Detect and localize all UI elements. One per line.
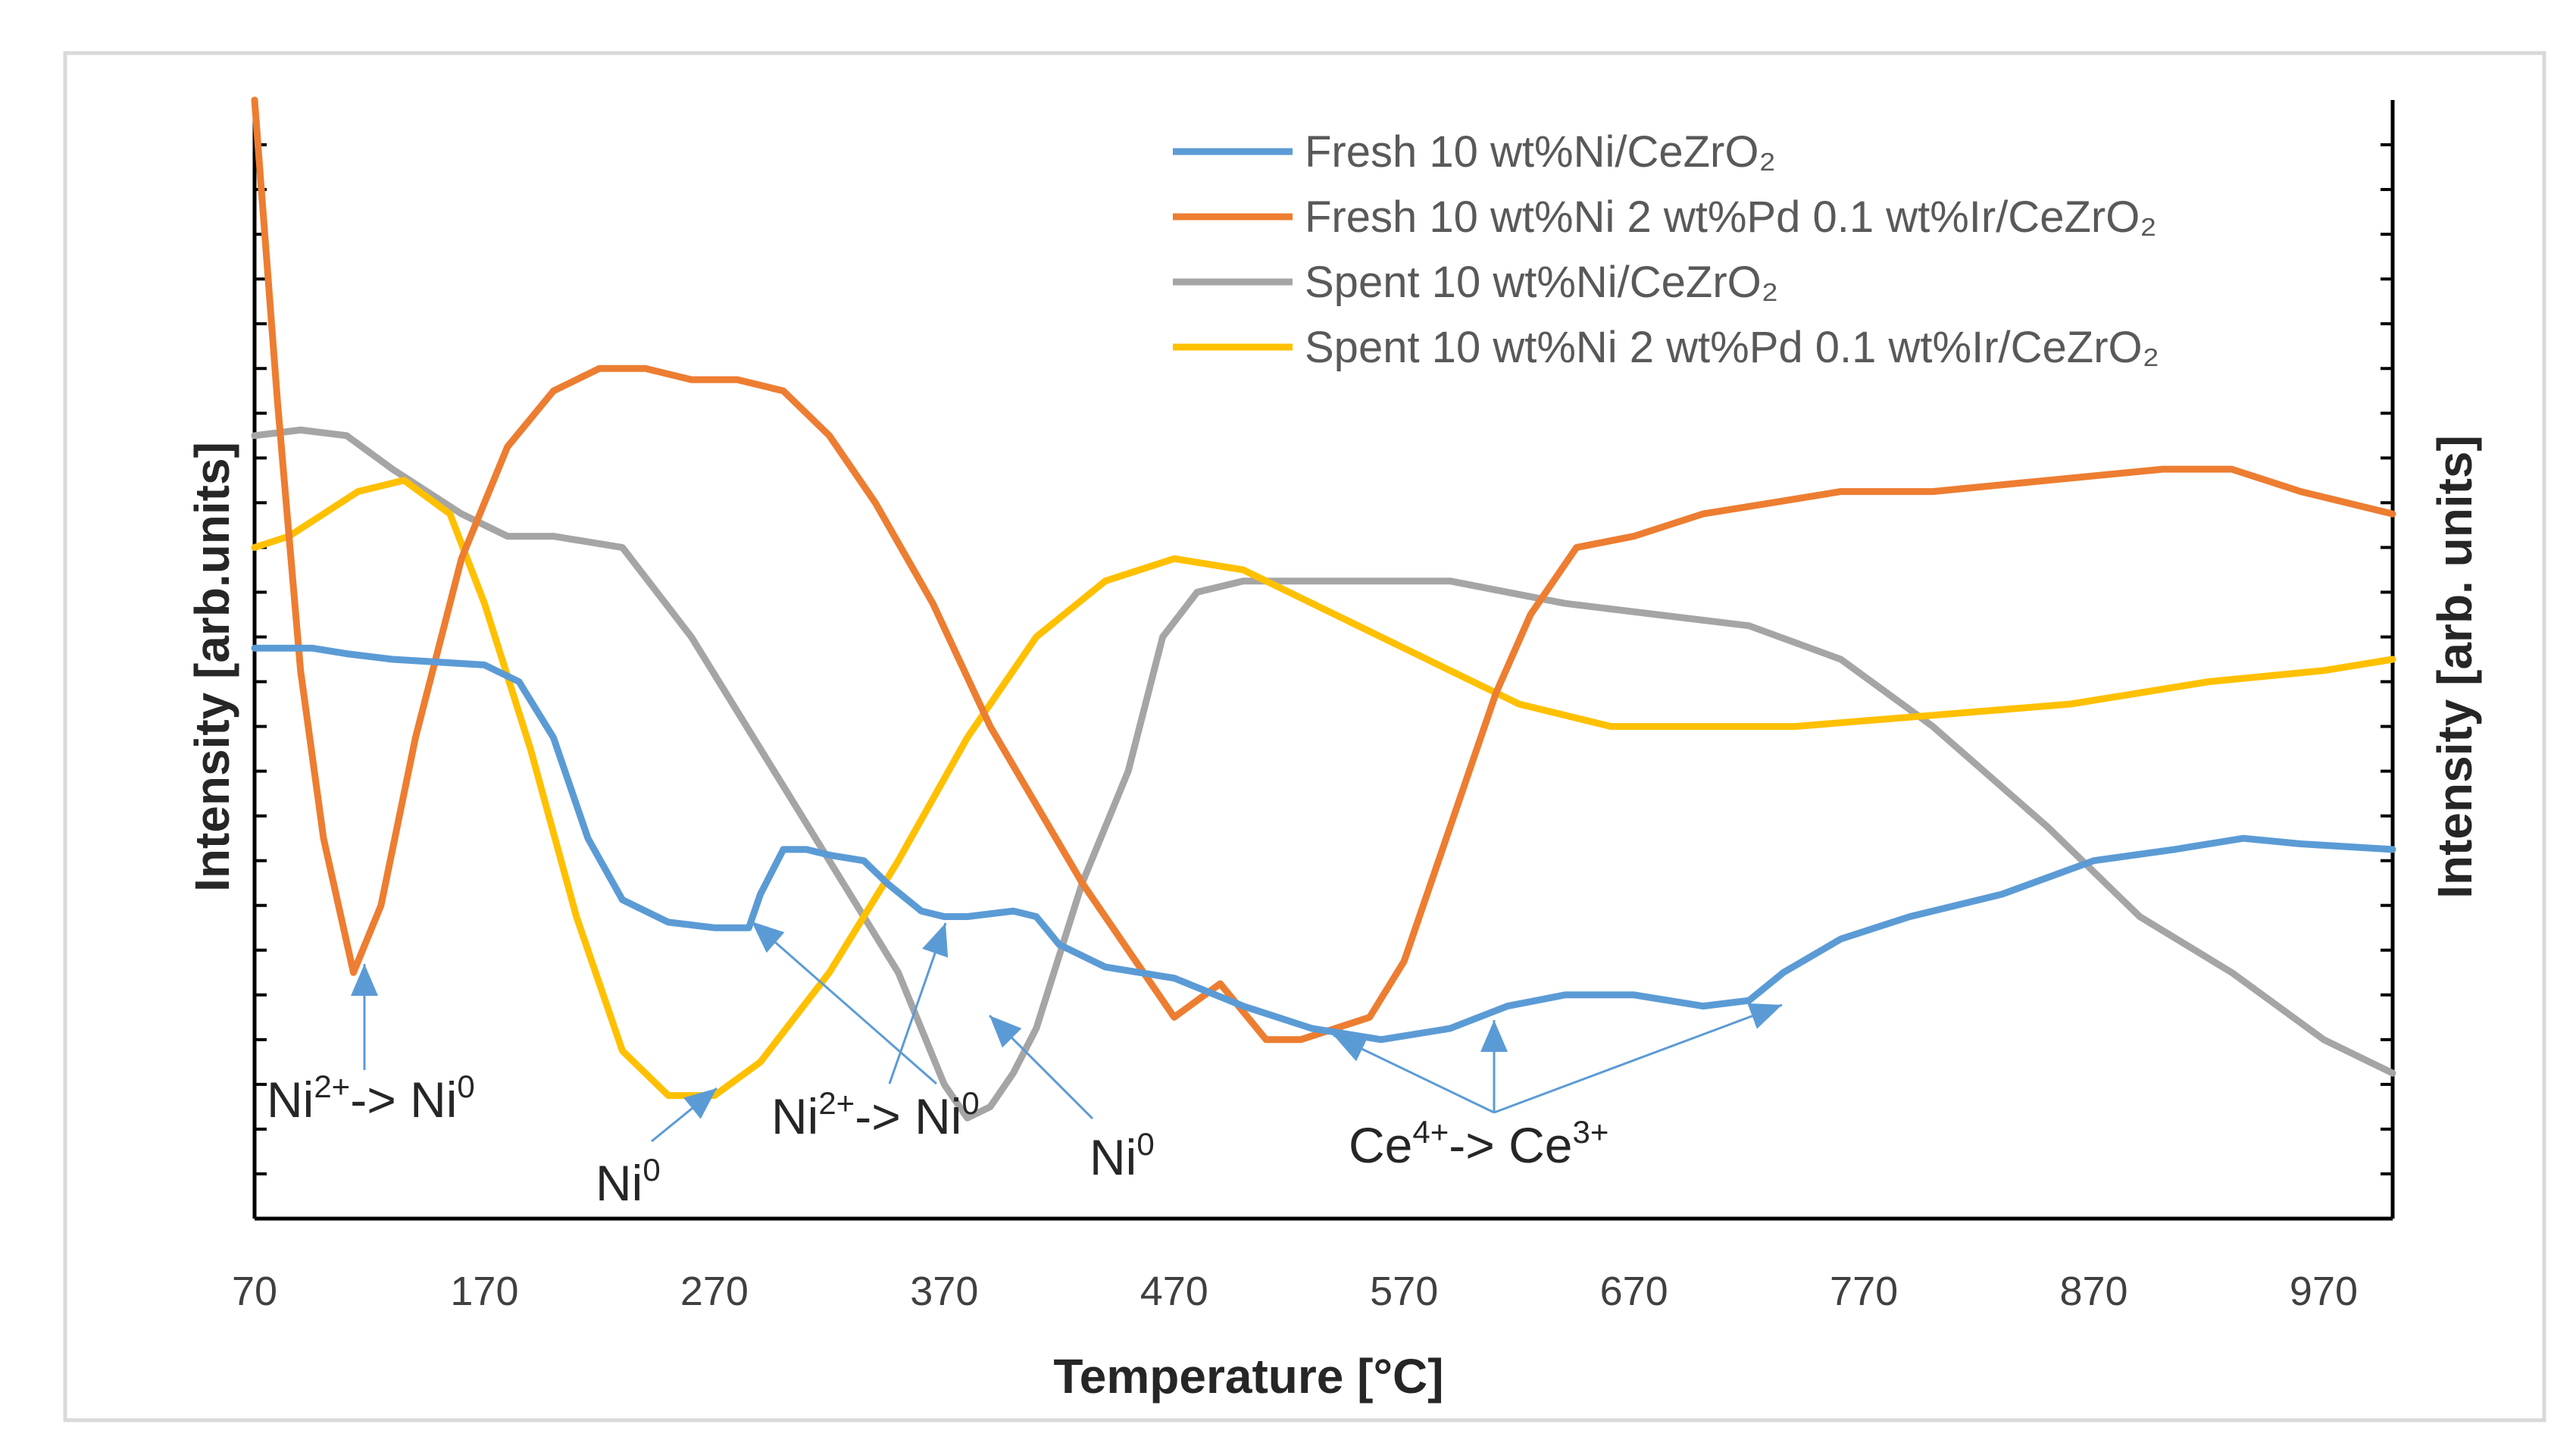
y-axis-title-left: Intensity [arb.units] — [185, 442, 239, 892]
arrow-ce-c-head — [1747, 1003, 1782, 1029]
arrow-ni0-left-head — [683, 1088, 717, 1119]
series-line-3 — [251, 477, 2396, 1100]
x-tick-label: 470 — [1140, 1269, 1208, 1314]
annotation-ni2-ni0-middle: Ni2+-> Ni0 — [771, 1085, 980, 1144]
y-axis-title-right: Intensity [arb. units] — [2428, 435, 2482, 899]
annotation-ni0-left: Ni0 — [596, 1152, 661, 1211]
annotation-ce4-ce3: Ce4+-> Ce3+ — [1349, 1114, 1608, 1173]
x-tick-label: 670 — [1600, 1269, 1668, 1314]
annotation-arrows — [351, 920, 1783, 1143]
axes — [252, 100, 2395, 1221]
x-tick-label: 370 — [910, 1269, 978, 1314]
series-line-2 — [251, 426, 2396, 1122]
arrow-ni0-right-head — [989, 1016, 1022, 1048]
arrow-ce-b-head — [1480, 1020, 1508, 1052]
legend-label-fresh-ni: Fresh 10 wt%Ni/CeZrO₂ — [1305, 127, 1776, 177]
arrow-ni2-ni0-middle-b-head — [922, 923, 949, 958]
arrow-ce-a-head — [1333, 1035, 1368, 1062]
x-axis-title: Temperature [°C] — [1053, 1349, 1443, 1404]
x-tick-label: 570 — [1370, 1269, 1438, 1314]
x-tick-label: 770 — [1830, 1269, 1898, 1314]
x-tick-labels: 70 170 270 370 470 570 670 770 870 970 — [232, 1269, 2358, 1314]
legend: Fresh 10 wt%Ni/CeZrO₂ Fresh 10 wt%Ni 2 w… — [1173, 127, 2159, 372]
arrow-ce-c-shaft — [1493, 1003, 1783, 1114]
annotation-ni0-right: Ni0 — [1089, 1126, 1155, 1185]
chart-border — [63, 51, 2546, 1422]
x-tick-label: 970 — [2290, 1269, 2358, 1314]
x-tick-label: 70 — [232, 1269, 277, 1314]
arrow-ni2-ni0-left-head — [351, 964, 378, 996]
legend-label-spent-ni: Spent 10 wt%Ni/CeZrO₂ — [1305, 258, 1778, 307]
annotation-ni2-ni0-left: Ni2+-> Ni0 — [267, 1069, 475, 1128]
x-tick-label: 170 — [450, 1269, 518, 1314]
series-line-0 — [251, 644, 2396, 1044]
legend-label-fresh-nipdir: Fresh 10 wt%Ni 2 wt%Pd 0.1 wt%Ir/CeZrO₂ — [1305, 192, 2157, 242]
arrow-ni2-ni0-middle-a-head — [752, 922, 785, 953]
series-lines — [251, 96, 2396, 1122]
series-line-1 — [251, 96, 2396, 1044]
arrow-ni2-ni0-middle-a-shaft — [751, 920, 937, 1085]
x-tick-label: 270 — [680, 1269, 749, 1314]
x-tick-label: 870 — [2059, 1269, 2127, 1314]
legend-label-spent-nipdir: Spent 10 wt%Ni 2 wt%Pd 0.1 wt%Ir/CeZrO₂ — [1305, 323, 2159, 372]
